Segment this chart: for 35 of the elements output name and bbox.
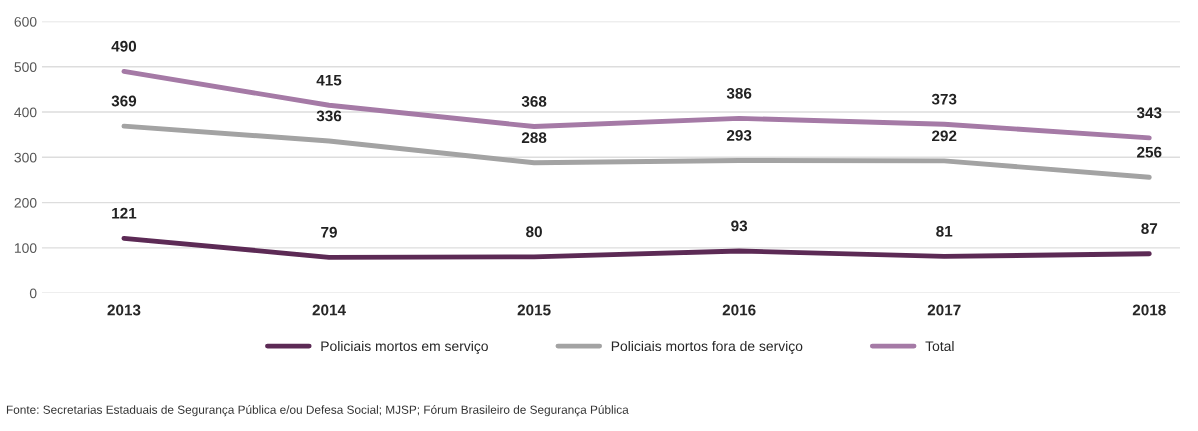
x-tick-label: 2014 [312,304,346,316]
data-label: 93 [731,220,748,232]
y-tick-label: 600 [14,16,37,27]
data-label: 343 [1136,107,1162,119]
data-label: 368 [521,96,547,107]
data-label: 121 [112,207,137,219]
legend-label: Policiais mortos fora de serviço [611,340,803,354]
x-tick-label: 2013 [107,304,141,316]
data-label: 80 [526,226,542,238]
data-label: 256 [1137,146,1162,158]
data-label: 288 [521,132,547,144]
data-label: 81 [936,225,953,237]
data-label: 87 [1141,223,1158,235]
data-label: 490 [111,40,137,52]
data-label: 336 [316,110,342,122]
data-label: 293 [726,129,752,141]
data-label: 292 [931,130,957,142]
legend-label: Total [925,340,954,352]
y-tick-label: 300 [14,152,37,163]
y-tick-label: 500 [14,62,37,72]
data-label: 369 [111,95,137,107]
data-label: 386 [726,87,752,99]
y-tick-label: 400 [14,107,37,118]
x-tick-label: 2017 [927,304,961,316]
y-tick-label: 200 [14,197,37,208]
data-label: 415 [316,74,342,86]
data-label: 373 [931,93,957,105]
y-tick-label: 100 [14,243,37,253]
y-tick-label: 0 [29,288,37,299]
source-note: Fonte: Secretarias Estaduais de Segurança Pública e/ou Defesa Social; MJSP; Fórum Brasileiro de Segurança Pública [6,405,629,417]
x-tick-label: 2016 [722,304,756,316]
x-tick-label: 2018 [1132,304,1166,316]
legend-label: Policiais mortos em serviço [321,340,488,354]
data-label: 79 [321,226,337,238]
x-tick-label: 2015 [517,304,551,316]
